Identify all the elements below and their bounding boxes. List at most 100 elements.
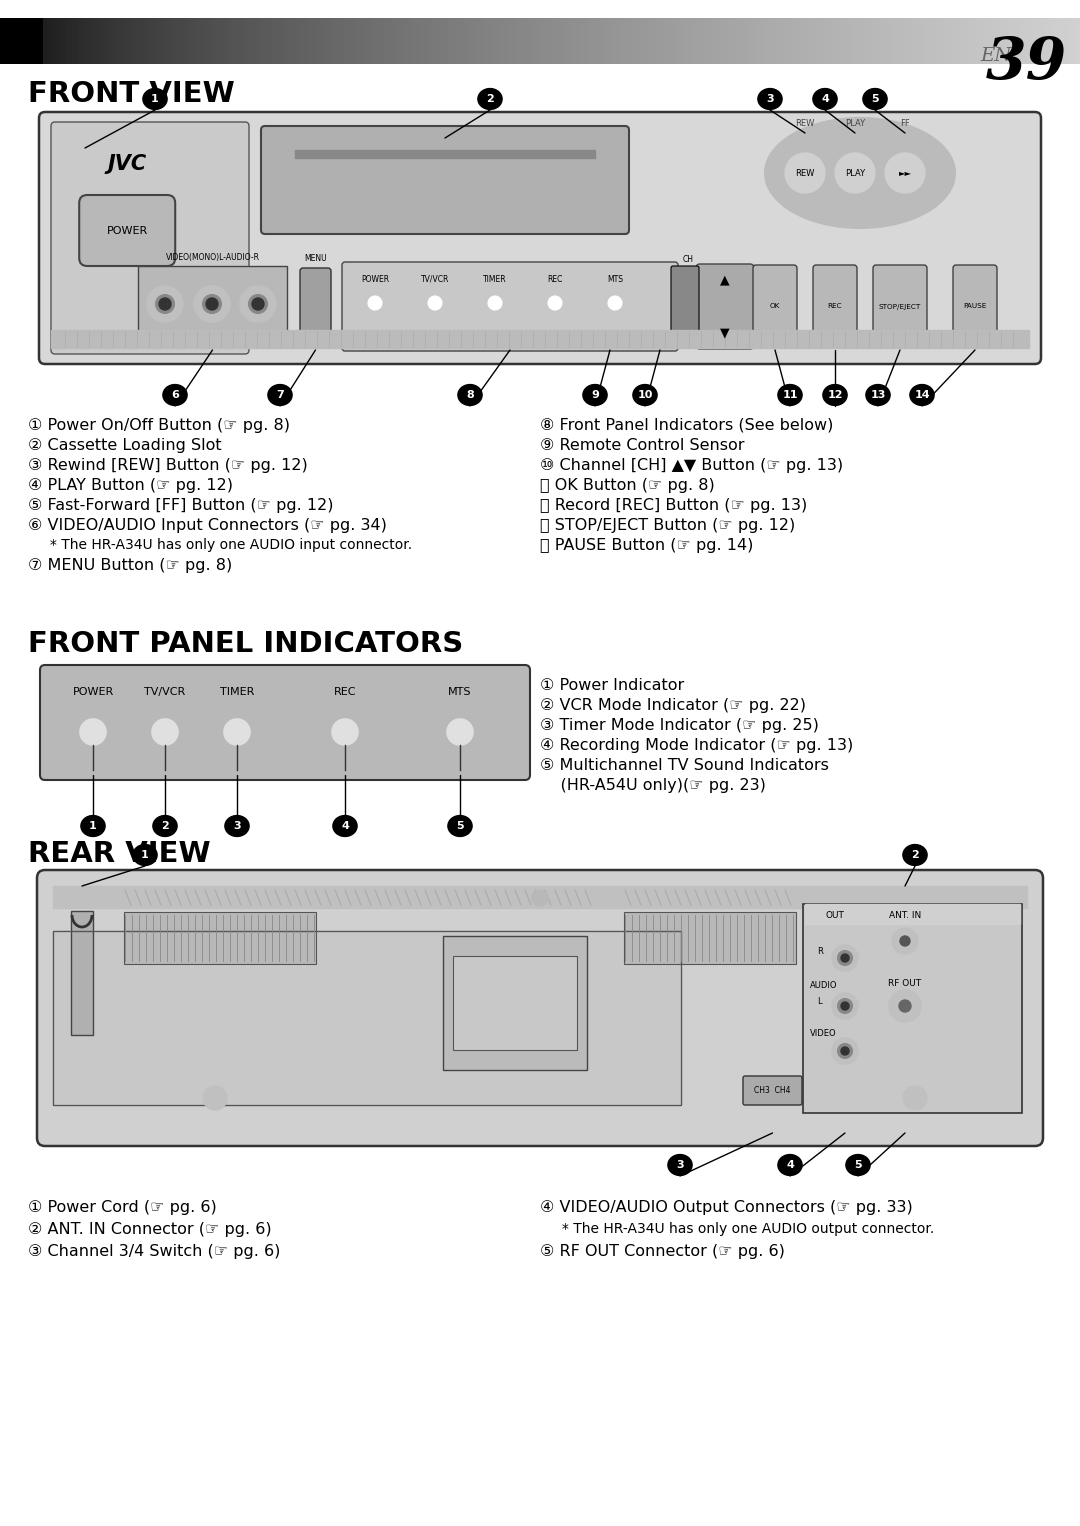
Bar: [72, 18, 76, 64]
Bar: [133, 18, 137, 64]
Bar: [630, 18, 634, 64]
Text: 5: 5: [456, 821, 463, 832]
Ellipse shape: [583, 385, 607, 406]
Bar: [886, 18, 890, 64]
Bar: [813, 18, 818, 64]
Circle shape: [224, 719, 249, 745]
Bar: [554, 18, 558, 64]
Text: ►►: ►►: [899, 168, 912, 177]
Bar: [0, 18, 4, 64]
Bar: [105, 18, 108, 64]
Bar: [972, 18, 976, 64]
Circle shape: [832, 993, 858, 1019]
Bar: [381, 18, 386, 64]
Text: REC: REC: [334, 687, 356, 697]
Bar: [497, 18, 501, 64]
Bar: [54, 18, 58, 64]
Text: ④ VIDEO/AUDIO Output Connectors (☞ pg. 33): ④ VIDEO/AUDIO Output Connectors (☞ pg. 3…: [540, 1199, 913, 1215]
FancyBboxPatch shape: [342, 262, 678, 351]
Text: ③ Timer Mode Indicator (☞ pg. 25): ③ Timer Mode Indicator (☞ pg. 25): [540, 719, 819, 732]
Bar: [926, 18, 929, 64]
Text: 3: 3: [766, 95, 773, 104]
Bar: [324, 18, 328, 64]
Text: 10: 10: [637, 391, 652, 400]
Bar: [234, 18, 238, 64]
Text: 3: 3: [233, 821, 241, 832]
FancyBboxPatch shape: [138, 266, 287, 342]
Bar: [943, 18, 947, 64]
Bar: [227, 18, 231, 64]
Bar: [936, 18, 940, 64]
Bar: [1001, 18, 1004, 64]
Bar: [62, 18, 65, 64]
Bar: [796, 18, 799, 64]
FancyBboxPatch shape: [37, 870, 1043, 1146]
Bar: [173, 18, 177, 64]
Bar: [302, 18, 307, 64]
Bar: [281, 18, 285, 64]
Text: ② ANT. IN Connector (☞ pg. 6): ② ANT. IN Connector (☞ pg. 6): [28, 1222, 272, 1238]
Bar: [853, 18, 858, 64]
Ellipse shape: [758, 89, 782, 110]
Text: PAUSE: PAUSE: [963, 304, 987, 310]
Circle shape: [252, 298, 264, 310]
Bar: [1066, 18, 1069, 64]
Bar: [392, 18, 396, 64]
Bar: [716, 18, 720, 64]
Bar: [954, 18, 958, 64]
Bar: [421, 18, 426, 64]
Bar: [605, 18, 609, 64]
Text: ⑫ Record [REC] Button (☞ pg. 13): ⑫ Record [REC] Button (☞ pg. 13): [540, 497, 807, 513]
Bar: [515, 18, 518, 64]
Bar: [11, 18, 15, 64]
Bar: [551, 18, 555, 64]
Bar: [591, 18, 594, 64]
Bar: [450, 18, 454, 64]
Bar: [122, 18, 126, 64]
Text: 5: 5: [872, 95, 879, 104]
Bar: [446, 18, 450, 64]
Text: 14: 14: [914, 391, 930, 400]
FancyBboxPatch shape: [813, 266, 858, 348]
Text: * The HR-A34U has only one AUDIO input connector.: * The HR-A34U has only one AUDIO input c…: [28, 539, 413, 552]
Text: ⑥ VIDEO/AUDIO Input Connectors (☞ pg. 34): ⑥ VIDEO/AUDIO Input Connectors (☞ pg. 34…: [28, 517, 387, 533]
FancyBboxPatch shape: [873, 266, 927, 348]
Bar: [248, 18, 253, 64]
Text: FRONT PANEL INDICATORS: FRONT PANEL INDICATORS: [28, 630, 463, 658]
Text: OK: OK: [770, 304, 780, 310]
Bar: [856, 18, 861, 64]
Ellipse shape: [143, 89, 167, 110]
Bar: [950, 18, 955, 64]
Bar: [785, 18, 788, 64]
Circle shape: [900, 935, 910, 946]
Bar: [619, 18, 623, 64]
Circle shape: [447, 719, 473, 745]
Bar: [807, 18, 810, 64]
Bar: [835, 18, 839, 64]
Bar: [764, 18, 767, 64]
Bar: [478, 18, 483, 64]
Bar: [1072, 18, 1077, 64]
Text: ⑪ OK Button (☞ pg. 8): ⑪ OK Button (☞ pg. 8): [540, 478, 715, 493]
Ellipse shape: [667, 1155, 692, 1175]
Bar: [839, 18, 842, 64]
Ellipse shape: [81, 815, 105, 836]
Bar: [778, 18, 782, 64]
FancyBboxPatch shape: [300, 269, 330, 345]
Bar: [788, 18, 793, 64]
Bar: [522, 18, 526, 64]
Bar: [964, 18, 969, 64]
Bar: [262, 18, 267, 64]
Circle shape: [837, 998, 852, 1013]
Bar: [165, 18, 170, 64]
Bar: [734, 18, 739, 64]
Circle shape: [532, 890, 548, 906]
Bar: [159, 18, 162, 64]
Bar: [316, 18, 321, 64]
Bar: [46, 18, 51, 64]
Bar: [975, 18, 980, 64]
Bar: [1062, 18, 1066, 64]
Text: FF: FF: [900, 119, 909, 128]
FancyBboxPatch shape: [624, 913, 796, 964]
FancyBboxPatch shape: [453, 955, 577, 1050]
